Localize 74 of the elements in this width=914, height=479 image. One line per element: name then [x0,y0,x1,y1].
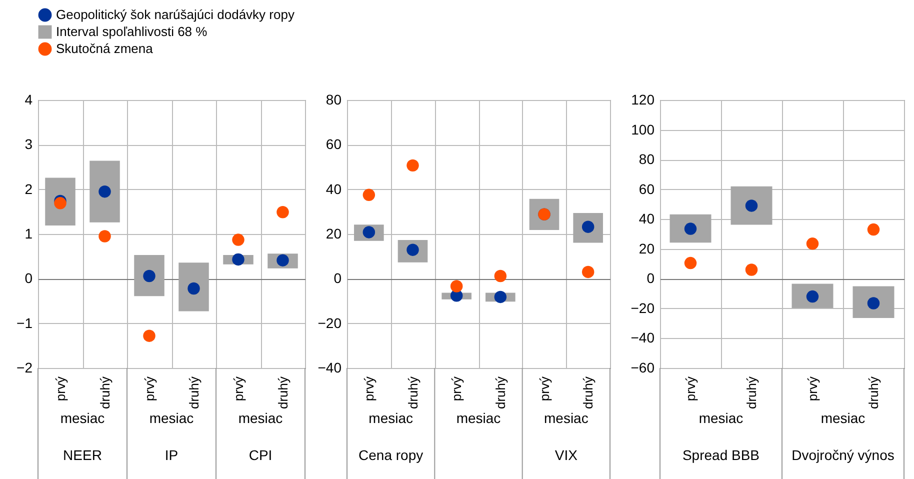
text: mesiac Dvojročný výnos [792,410,894,463]
x-tick-label: prvý [142,376,157,402]
point [98,230,111,242]
bar [852,286,894,318]
y-tick-label: 80 [326,92,342,108]
x-tick-label: druhý [744,376,759,410]
legend-label: Interval spoľahlivosti 68 % [56,24,208,39]
y-tick-label: 40 [326,180,342,197]
point [494,270,507,282]
point [745,264,758,276]
legend-label: Geopolitický šok narúšajúci dodávky ropy [56,7,295,22]
point [232,234,244,246]
point [806,238,819,250]
text: mesiac Cena ropy [358,410,424,463]
y-tick-label: 120 [631,92,655,108]
x-tick-label: druhý [405,376,420,410]
point [362,188,376,202]
point [450,280,463,292]
point [494,290,507,304]
x-tick-label: druhý [275,376,290,410]
y-tick-label: 100 [631,121,655,138]
legend-label: Skutočná zmena [56,41,154,56]
x-tick-label: prvý [361,376,376,402]
y-tick-label: 0 [24,270,33,286]
y-tick-label: 60 [326,136,342,152]
bar [134,254,164,296]
x-tick-label: prvý [230,376,246,402]
y-tick-label: −40 [318,360,342,376]
point [684,256,697,270]
y-tick-label: 1 [24,226,33,242]
y-tick-label: 3 [24,136,33,152]
x-tick-label: druhý [492,376,508,410]
y-tick-label: 0 [334,270,342,286]
x-tick-label: druhý [97,376,112,410]
y-tick-label: 4 [24,92,33,108]
x-tick-label: prvý [52,376,68,402]
point [867,223,880,236]
text: mesiac Spread BBB [682,410,760,463]
y-tick-label: 20 [326,226,342,242]
x-tick-label: prvý [683,376,698,402]
y-tick-label: 20 [638,240,655,256]
bar [45,178,76,226]
text: mesiac CPI [238,410,283,463]
x-tick-label: prvý [536,376,552,402]
x-tick-label: druhý [866,376,881,410]
point [143,330,156,342]
y-tick-label: 80 [638,151,655,168]
point [582,266,594,278]
y-tick-label: −60 [630,360,655,376]
point [232,253,244,266]
x-tick-label: prvý [805,376,820,402]
y-tick-label: 2 [24,180,33,197]
bar [670,214,712,243]
text: mesiac VIX [544,410,588,463]
y-tick-label: −20 [318,314,342,331]
x-tick-label: druhý [186,376,202,410]
y-tick-label: −1 [16,314,33,331]
y-tick-label: −40 [630,330,655,346]
bar [730,186,772,225]
point [406,159,419,172]
text: mesiac [456,410,501,426]
y-tick-label: 0 [646,270,655,286]
point [98,185,111,198]
x-tick-label: prvý [449,376,464,402]
y-tick-label: 40 [638,210,655,227]
y-tick-label: −20 [630,300,655,316]
bar [178,262,209,312]
x-tick-label: druhý [580,376,596,410]
y-tick-label: 60 [638,180,655,197]
y-tick-label: −2 [16,360,33,376]
text: mesiac IP [149,410,194,463]
text: mesiac NEER [60,410,105,463]
point [276,206,289,218]
bar [90,160,120,222]
